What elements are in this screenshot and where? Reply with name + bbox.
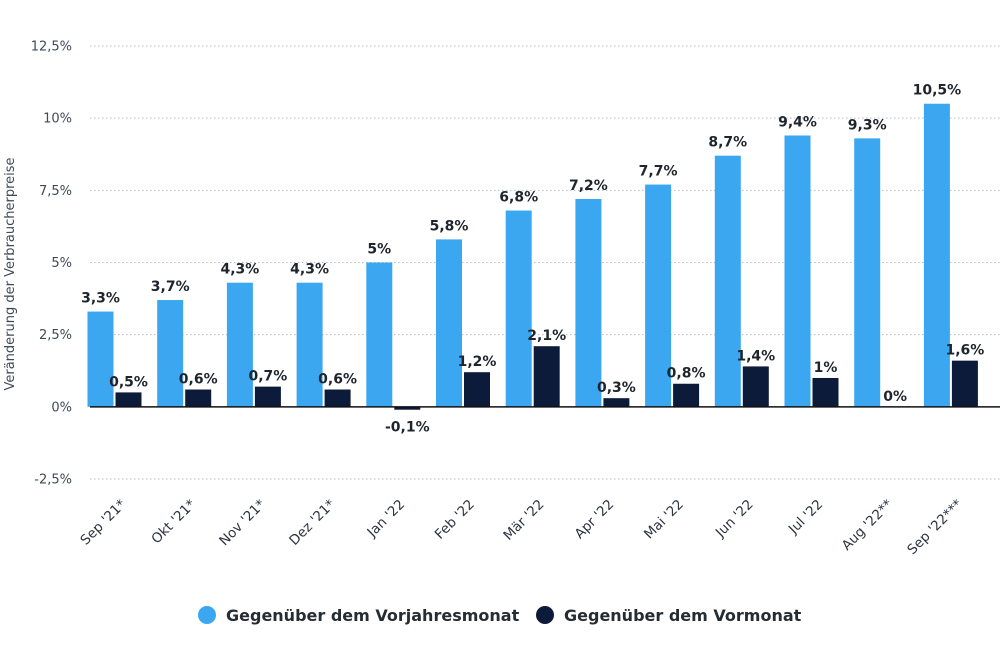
data-label-vormonat: 1% [814,360,838,376]
bar-vorjahresmonat [645,184,672,407]
x-tick-label: Sep '22*** [904,496,966,558]
bar-vorjahresmonat [575,198,602,407]
data-label-vorjahresmonat: 4,3% [220,262,259,278]
x-axis-ticks: Sep '21* Okt '21* Nov '21* Dez '21* Jan '22 F… [77,496,965,558]
data-label-vorjahresmonat: 7,2% [569,178,608,194]
bar-vorjahresmonat [505,210,532,407]
bar-vorjahresmonat [87,311,114,407]
x-tick-label: Mär '22 [500,497,547,544]
x-tick-label: Apr '22 [572,497,618,543]
bar-vorjahresmonat [296,282,323,407]
x-tick-label: Sep '21* [77,496,129,548]
bar-vormonat [185,389,212,407]
data-label-vorjahresmonat: 7,7% [639,164,678,180]
data-label-vormonat: 1,2% [458,354,497,370]
y-axis-title: Veränderung der Verbraucherpreise [3,157,18,390]
y-axis-ticks: 12,5% 10% 7,5% 5% 2,5% 0% -2,5% [31,40,72,488]
data-label-vormonat: 0,7% [248,369,287,385]
bar-vormonat [324,389,351,407]
x-tick-label: Okt '21* [148,496,199,547]
bar-vorjahresmonat [157,300,184,407]
data-label-vormonat: 0,5% [109,374,148,390]
data-label-vormonat: 0,6% [179,372,218,388]
x-tick-label: Dez '21* [286,496,338,548]
bar-vorjahresmonat [923,103,950,407]
data-label-vormonat: -0,1% [385,420,430,436]
y-tick-label: 12,5% [31,40,72,55]
legend-label: Gegenüber dem Vormonat [564,606,802,625]
bar-vormonat [742,366,769,407]
bar-vormonat [533,346,560,407]
bar-vormonat [394,406,421,410]
bars [87,103,978,410]
y-tick-label: 2,5% [39,328,72,343]
data-label-vorjahresmonat: 4,3% [290,262,329,278]
data-label-vorjahresmonat: 8,7% [708,135,747,151]
data-label-vorjahresmonat: 9,4% [778,114,817,130]
x-tick-label: Mai '22 [641,497,687,543]
bar-vorjahresmonat [436,239,462,407]
y-tick-label: 10% [43,112,72,127]
x-tick-label: Jul '22 [785,497,826,538]
bar-vormonat [254,386,281,407]
bar-vorjahresmonat [714,155,741,407]
data-labels: 3,3% 0,5% 3,7% 0,6% 4,3% 0,7% 4,3% 0,6% 5% -0,1% 5… [81,83,984,436]
bar-vormonat [673,383,700,407]
data-label-vorjahresmonat: 10,5% [913,83,962,99]
x-tick-label: Nov '21* [216,496,269,549]
data-label-vorjahresmonat: 5,8% [430,218,469,234]
data-label-vormonat: 0% [883,389,907,405]
legend-marker [536,606,554,624]
x-tick-label: Aug '22** [839,496,896,553]
legend-marker [198,606,216,624]
data-label-vorjahresmonat: 3,7% [151,279,190,295]
x-tick-label: Jan '22 [364,497,409,542]
y-tick-label: -2,5% [34,473,72,488]
bar-vormonat [603,398,630,407]
data-label-vorjahresmonat: 9,3% [848,117,887,133]
bar-vormonat [951,360,978,407]
y-tick-label: 7,5% [39,184,72,199]
bar-vormonat [812,377,839,407]
data-label-vormonat: 0,3% [597,380,636,396]
data-label-vorjahresmonat: 6,8% [499,190,538,206]
bar-vorjahresmonat [854,138,881,407]
data-label-vormonat: 0,6% [318,372,357,388]
data-label-vormonat: 0,8% [667,366,706,382]
data-label-vorjahresmonat: 5% [367,242,391,258]
y-tick-label: 5% [51,256,72,271]
bar-vorjahresmonat [226,282,253,407]
data-label-vorjahresmonat: 3,3% [81,291,120,307]
data-label-vormonat: 1,6% [945,343,984,359]
bar-vormonat [115,392,142,407]
bar-vorjahresmonat [784,135,811,407]
legend: Gegenüber dem Vorjahresmonat Gegenüber de… [198,606,802,625]
x-tick-label: Jun '22 [712,497,757,542]
bar-vormonat [464,372,490,407]
bar-vorjahresmonat [366,262,393,407]
legend-label: Gegenüber dem Vorjahresmonat [226,606,520,625]
data-label-vormonat: 1,4% [736,348,775,364]
x-tick-label: Feb '22 [432,497,478,543]
y-tick-label: 0% [51,400,72,415]
data-label-vormonat: 2,1% [527,328,566,344]
